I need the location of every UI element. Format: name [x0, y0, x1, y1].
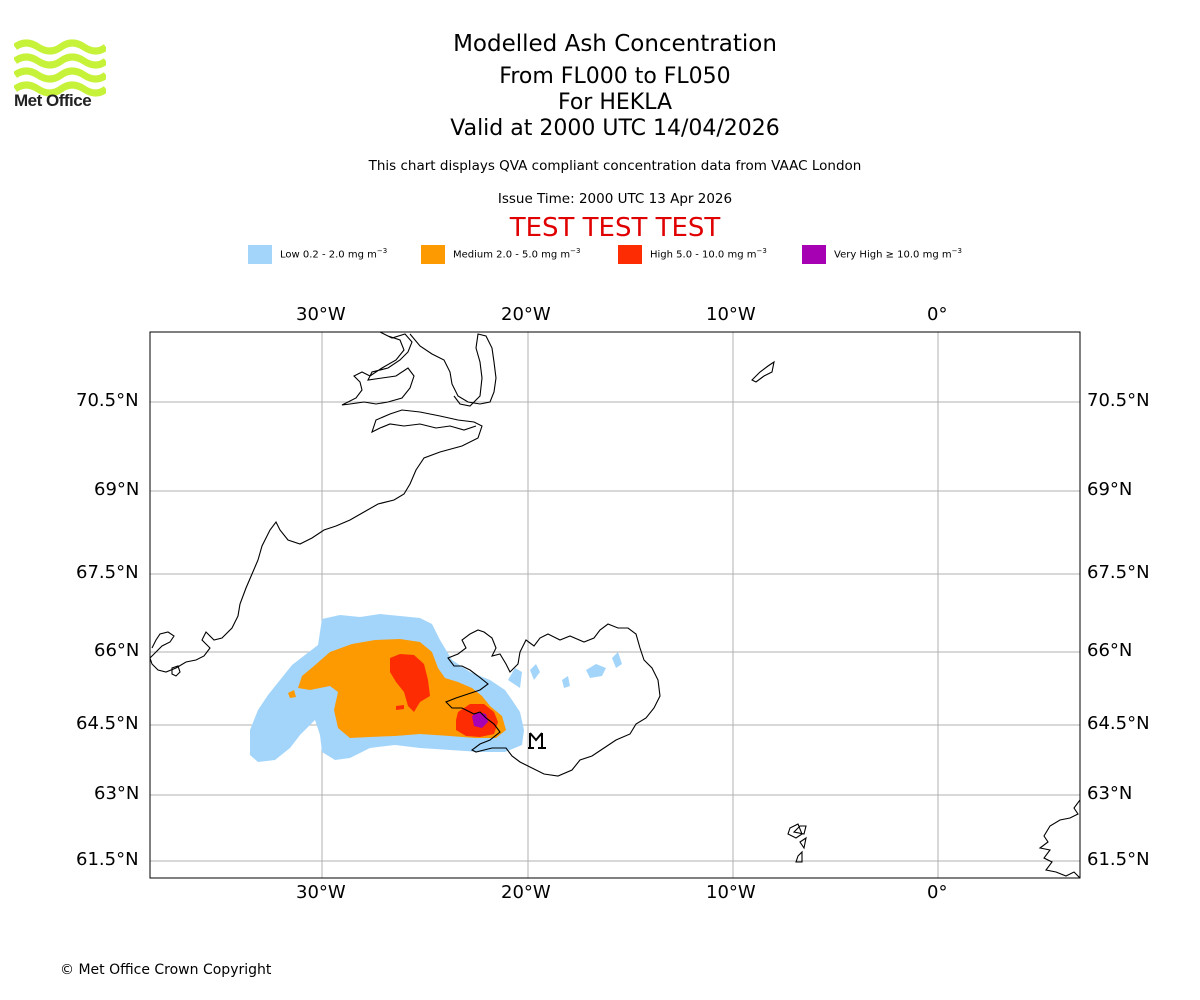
lat-label-left-67-5n: 67.5°N [76, 562, 139, 583]
lat-label-left-66n: 66°N [94, 640, 140, 661]
lon-label-top-0: 0° [927, 304, 948, 325]
legend-swatch-high [618, 244, 642, 264]
legend-swatch-low [248, 244, 272, 264]
lon-label-top-30w: 30°W [296, 304, 346, 325]
lat-label-right-66n: 66°N [1087, 640, 1133, 661]
lat-label-right-69n: 69°N [1087, 479, 1133, 500]
coastlines [150, 332, 1080, 878]
volcano-symbol-icon [528, 732, 546, 749]
ash-area-medium-blob [288, 690, 296, 698]
lat-label-right-63n: 63°N [1087, 783, 1133, 804]
legend-item-very-high: Very High ≥ 10.0 mg m−3 [802, 244, 962, 264]
legend-label-medium: Medium 2.0 - 5.0 mg m−3 [453, 247, 581, 261]
legend-label-high: High 5.0 - 10.0 mg m−3 [650, 247, 767, 261]
volcano-name: For HEKLA [557, 90, 673, 115]
lon-label-top-10w: 10°W [706, 304, 756, 325]
lat-label-left-63n: 63°N [94, 783, 140, 804]
lat-label-left-69n: 69°N [94, 479, 140, 500]
ash-area-low-north [508, 652, 622, 688]
test-banner: TEST TEST TEST [509, 213, 721, 243]
legend-item-medium: Medium 2.0 - 5.0 mg m−3 [421, 244, 580, 264]
legend-swatch-medium [421, 244, 445, 264]
legend-label-low: Low 0.2 - 2.0 mg m−3 [280, 247, 388, 261]
chart-description: This chart displays QVA compliant concen… [368, 158, 862, 174]
logo-wordmark: Met Office [14, 91, 92, 110]
lat-label-left-61-5n: 61.5°N [76, 849, 139, 870]
lon-label-bottom-0: 0° [927, 882, 948, 903]
lon-label-bottom-10w: 10°W [706, 882, 756, 903]
met-office-logo-icon [14, 39, 106, 97]
copyright-notice: © Met Office Crown Copyright [60, 962, 272, 978]
legend-item-high: High 5.0 - 10.0 mg m−3 [618, 244, 767, 264]
valid-time: Valid at 2000 UTC 14/04/2026 [450, 116, 780, 141]
legend-swatch-very-high [802, 244, 826, 264]
lat-label-right-70-5n: 70.5°N [1087, 390, 1150, 411]
issue-time: Issue Time: 2000 UTC 13 Apr 2026 [497, 191, 733, 207]
lat-label-left-70-5n: 70.5°N [76, 390, 139, 411]
map-frame [149, 331, 1081, 879]
map-gridlines [150, 332, 1080, 878]
lat-label-right-64-5n: 64.5°N [1087, 713, 1150, 734]
lat-label-right-67-5n: 67.5°N [1087, 562, 1150, 583]
lat-label-right-61-5n: 61.5°N [1087, 849, 1150, 870]
lat-label-left-64-5n: 64.5°N [76, 713, 139, 734]
ash-area-high-west [390, 654, 430, 712]
lon-label-top-20w: 20°W [501, 304, 551, 325]
flight-levels: From FL000 to FL050 [499, 64, 731, 89]
lon-label-bottom-20w: 20°W [501, 882, 551, 903]
legend-item-low: Low 0.2 - 2.0 mg m−3 [248, 244, 387, 264]
ash-area-high-dot [396, 705, 404, 710]
chart-title: Modelled Ash Concentration [453, 31, 777, 57]
lon-label-bottom-30w: 30°W [296, 882, 346, 903]
legend-label-very-high: Very High ≥ 10.0 mg m−3 [834, 247, 962, 261]
